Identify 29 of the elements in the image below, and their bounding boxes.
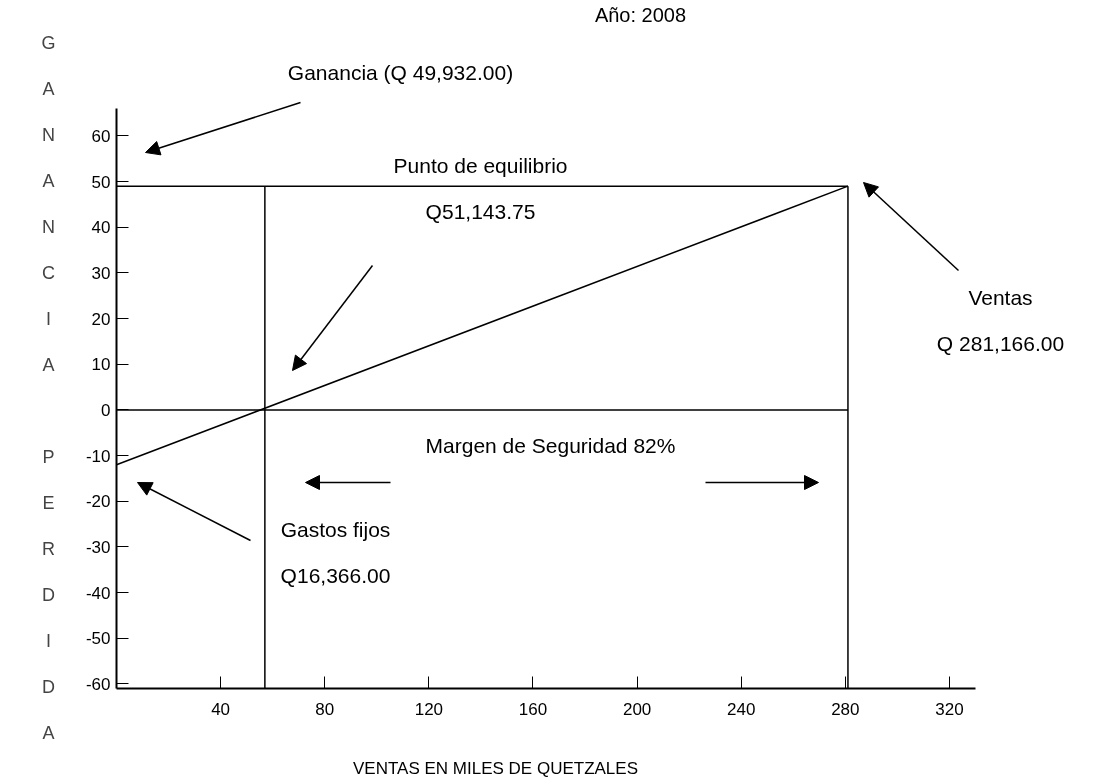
- x-axis-title: VENTAS EN MILES DE QUETZALES: [353, 759, 638, 778]
- y-tick-label: 50: [91, 172, 111, 192]
- y-tick-label: -60: [85, 674, 111, 694]
- x-tick-label: 160: [518, 699, 548, 719]
- y-tick-label: 20: [91, 309, 111, 329]
- x-tick-label: 80: [315, 699, 335, 719]
- annotation: Ventas Q 281,166.00: [936, 286, 1065, 355]
- annotation: Gastos fijos Q16,366.00: [280, 518, 391, 587]
- y-tick-label: 40: [91, 218, 111, 238]
- y-tick-label: 0: [101, 400, 111, 420]
- x-tick-label: 200: [622, 699, 652, 719]
- x-tick-label: 40: [211, 699, 231, 719]
- y-tick-label: -30: [85, 537, 111, 557]
- y-tick-label: 30: [91, 263, 111, 283]
- text: Ganancia (Q 49,932.00): [287, 61, 514, 84]
- chart-title: Año: 2008: [594, 3, 687, 26]
- y-tick-label: -20: [85, 492, 111, 512]
- x-tick-label: 120: [414, 699, 444, 719]
- x-tick-label: 240: [727, 699, 756, 719]
- y-tick-label: -50: [85, 629, 111, 649]
- x-tick-label: 320: [935, 699, 964, 719]
- annotation: Margen de Seguridad 82%: [425, 434, 676, 457]
- y-tick-label: -40: [85, 583, 111, 603]
- text: G A N A N C I A P E R D I D A: [41, 32, 56, 743]
- y-tick-label: -10: [85, 446, 111, 466]
- annotation: Punto de equilibrio Q51,143.75: [393, 154, 568, 223]
- y-tick-label: 60: [91, 126, 111, 146]
- y-tick-label: 10: [91, 355, 111, 375]
- x-tick-label: 280: [831, 699, 860, 719]
